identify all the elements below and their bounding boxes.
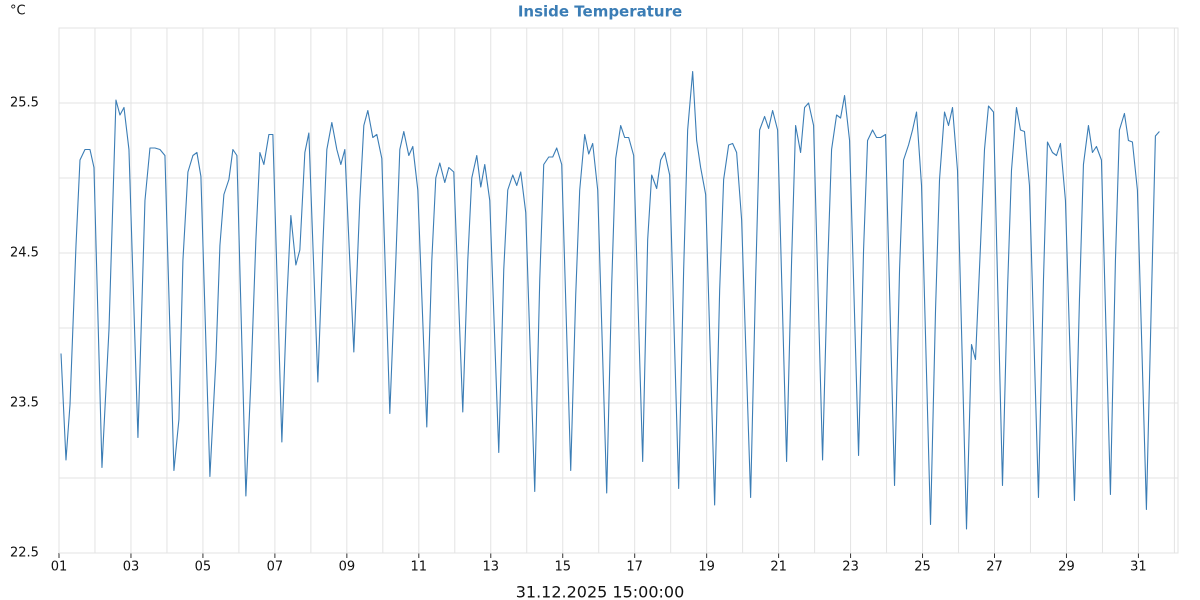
- x-tick-label: 05: [195, 560, 212, 575]
- x-tick-label: 03: [123, 560, 140, 575]
- temperature-line: [60, 70, 1160, 530]
- x-tick-label: 15: [554, 560, 571, 575]
- x-tick-label: 29: [1058, 560, 1075, 575]
- x-tick-label: 25: [914, 560, 931, 575]
- x-tick-label: 23: [842, 560, 859, 575]
- x-tick-label: 27: [986, 560, 1003, 575]
- x-tick-label: 13: [482, 560, 499, 575]
- y-tick-label: 24.5: [10, 246, 39, 261]
- plot-area: [58, 27, 1179, 554]
- y-tick-label: 23.5: [10, 396, 39, 411]
- x-tick-label: 17: [626, 560, 643, 575]
- y-unit: °C: [10, 4, 26, 19]
- x-tick-label: 11: [411, 560, 428, 575]
- x-tick-label: 31: [1130, 560, 1147, 575]
- x-tick-label: 09: [339, 560, 356, 575]
- y-tick-label: 22.5: [10, 546, 39, 561]
- x-tick-label: 07: [267, 560, 284, 575]
- x-tick-label: 19: [698, 560, 715, 575]
- x-tick-label: 01: [51, 560, 68, 575]
- chart-title: Inside Temperature: [518, 3, 682, 21]
- x-tick-label: 21: [770, 560, 787, 575]
- y-tick-label: 25.5: [10, 96, 39, 111]
- x-axis-label: 31.12.2025 15:00:00: [516, 583, 685, 600]
